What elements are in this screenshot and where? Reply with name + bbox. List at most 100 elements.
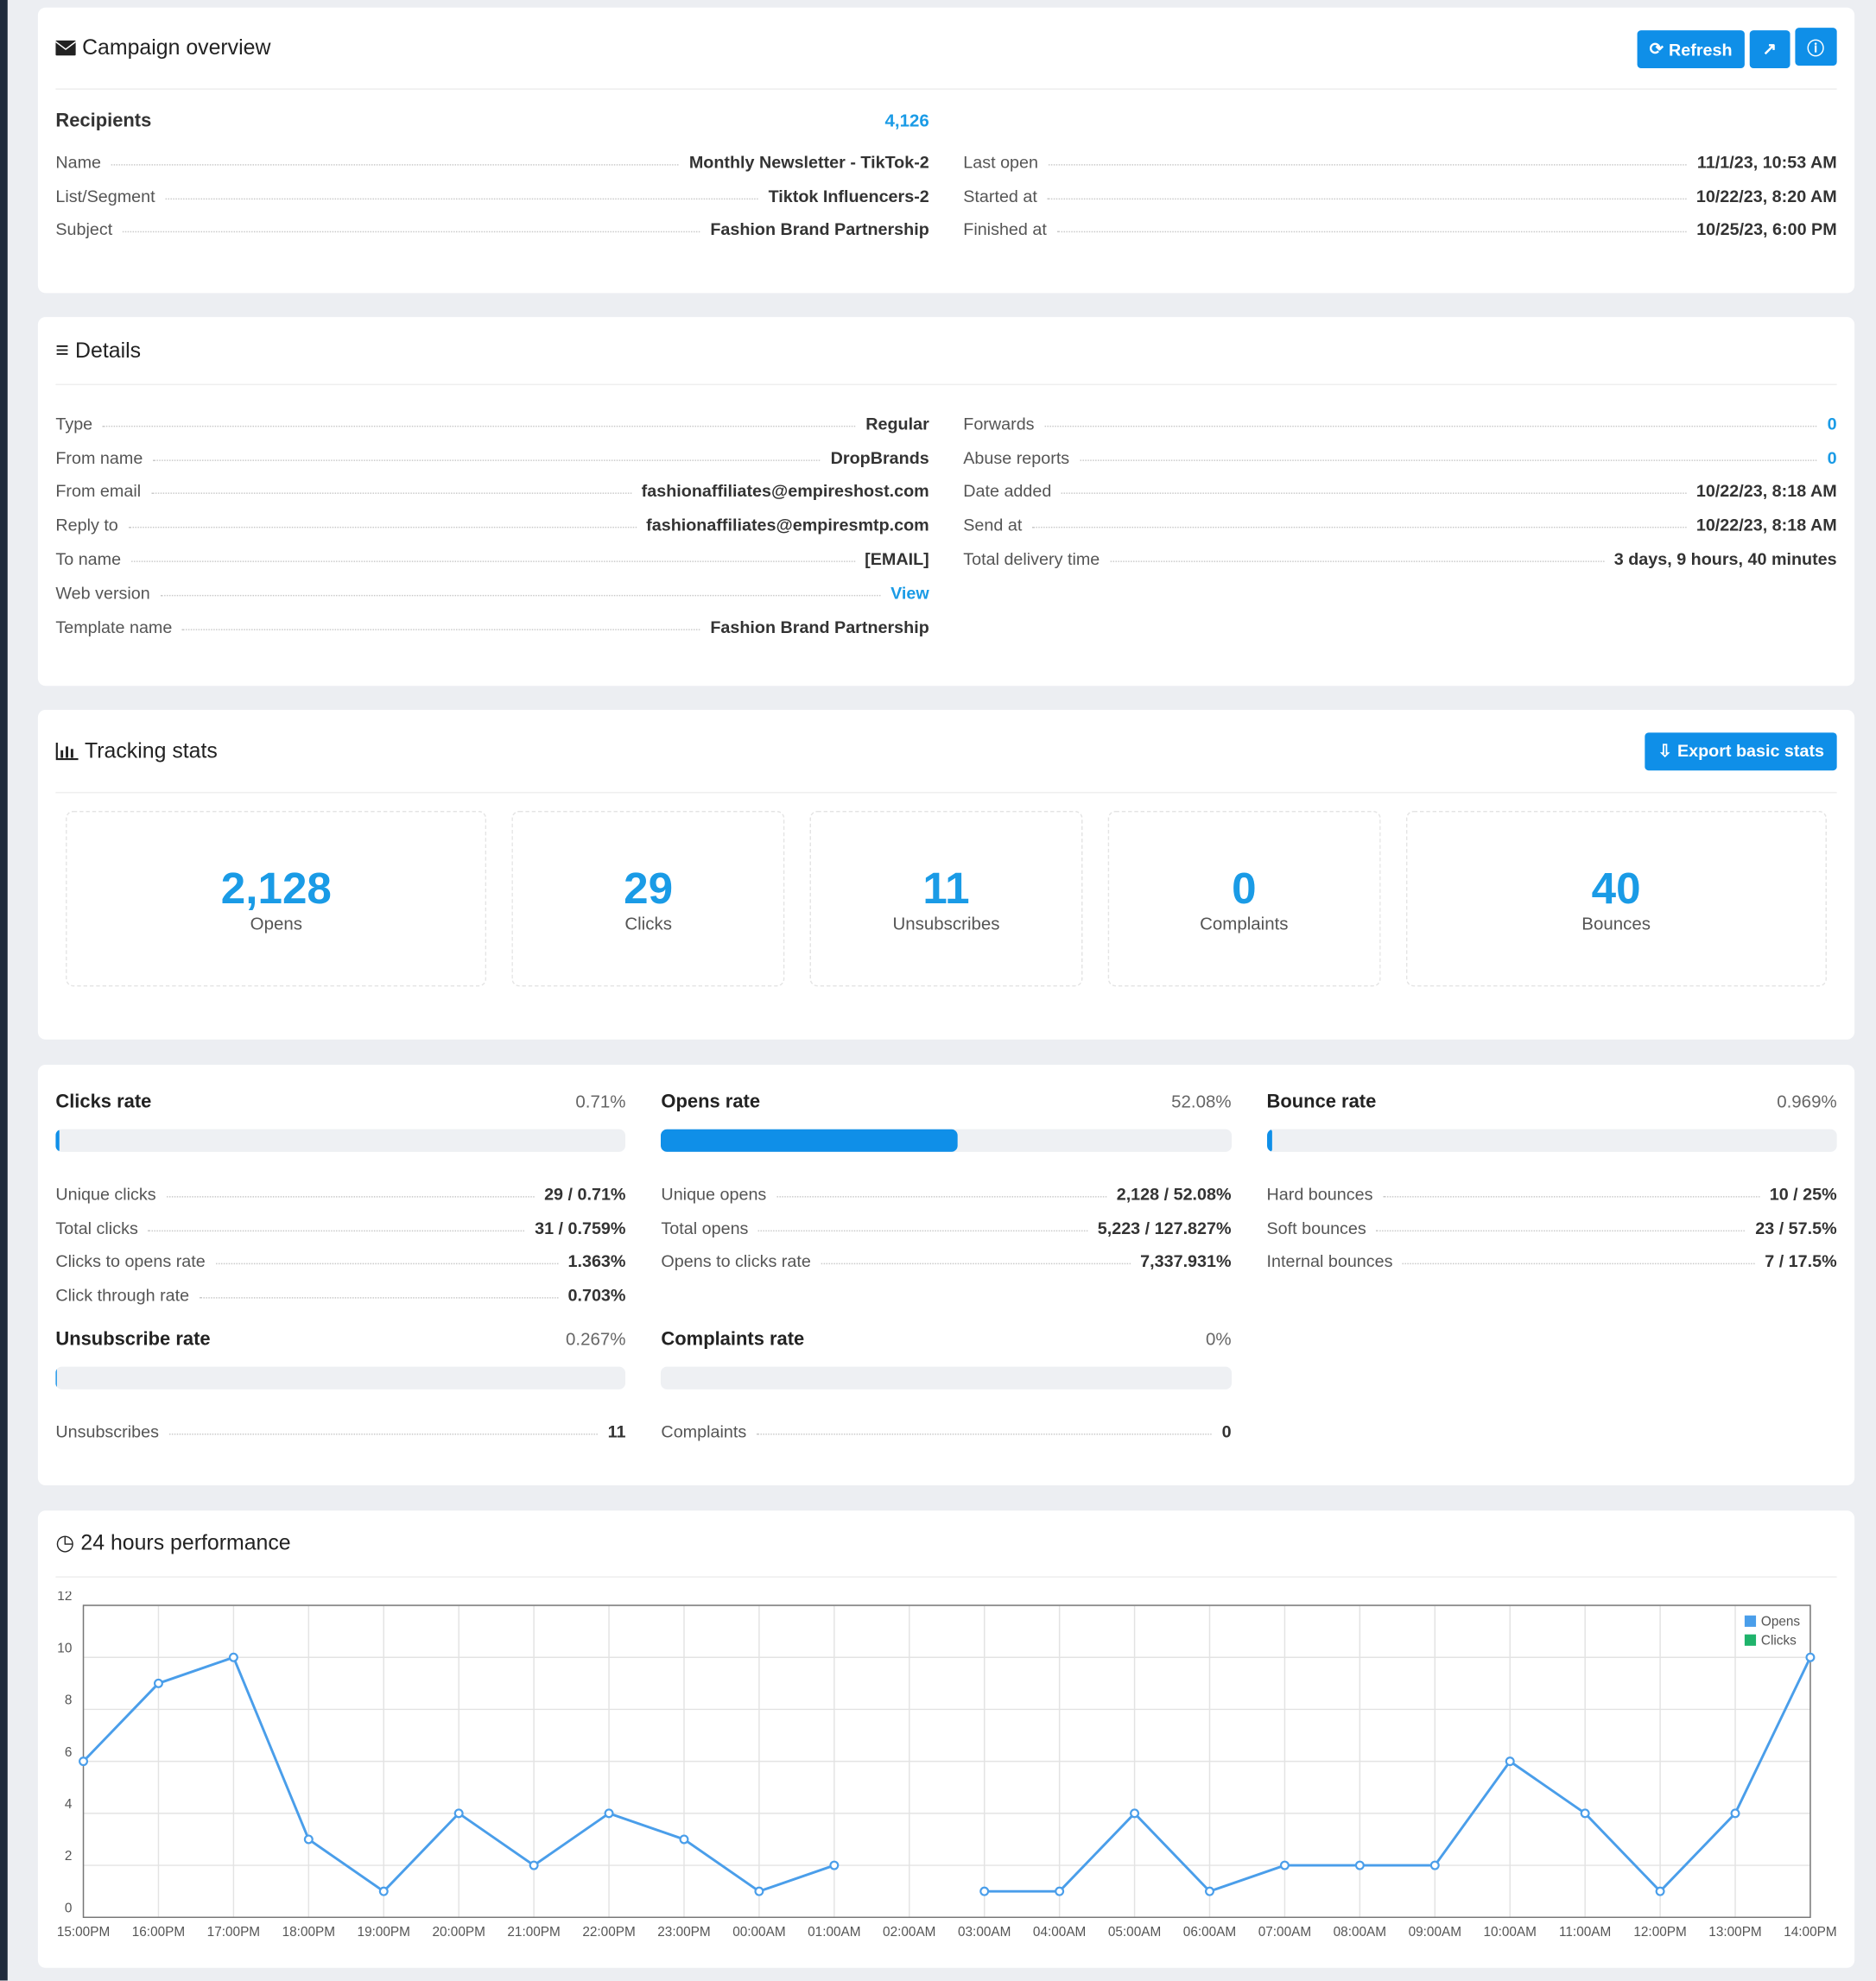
leader [1032,527,1687,528]
stat-label: Opens [250,912,303,934]
stat-number: 40 [1591,863,1641,913]
overview-header: Campaign overview ⟳ Refresh ↗ ⓘ [55,8,1837,90]
leader [122,231,700,233]
stat-label: Bounces [1581,912,1651,934]
performance-card: ◷ 24 hours performance 0 2 4 6 8 10 12 15:00PM 16… [37,1510,1855,1968]
data-point [529,1860,539,1870]
recipients-value: 4,126 [884,110,929,130]
rate-track [661,1366,1232,1390]
series-line [82,1655,1812,1894]
x-tick-label: 10:00AM [1484,1925,1537,1940]
leader [1056,231,1687,233]
row-label: Hard bounces [1266,1184,1373,1204]
data-point [453,1808,464,1819]
overview-left: Recipients 4,126 Name Monthly Newsletter -… [55,102,928,239]
leader [199,1297,558,1299]
y-tick-label: 6 [65,1745,73,1760]
x-tick-label: 00:00AM [732,1925,785,1940]
data-point [153,1678,163,1688]
export-button[interactable]: ⇩ Export basic stats [1645,731,1837,770]
info-row: Started at 10/22/23, 8:20 AM [963,172,1836,206]
leader [128,527,637,528]
export-label: Export basic stats [1676,741,1825,761]
clock-icon: ◷ [55,1530,75,1555]
row-label: From email [55,481,142,501]
row-value: Tiktok Influencers-2 [768,186,929,206]
leader [1383,1195,1760,1198]
leader [776,1195,1107,1198]
row-label: Finished at [963,220,1047,240]
row-label: Opens to clicks rate [661,1252,811,1271]
rate-title: Unsubscribe rate [55,1328,211,1351]
share-button[interactable]: ↗ [1750,30,1790,68]
rate-block: Bounce rate 0.969% Hard bounces 10 / 25% Sof… [1266,1082,1837,1305]
row-value: 2,128 / 52.08% [1116,1184,1232,1204]
x-tick-label: 02:00AM [883,1925,935,1940]
line-chart: 0 2 4 6 8 10 12 15:00PM 16:00PM 17:00PM 18:00PM 19:… [57,1592,1837,1940]
rate-header: Bounce rate 0.969% [1267,1082,1837,1120]
x-tick-label: 12:00PM [1633,1925,1686,1940]
rate-value: 0.71% [575,1091,626,1112]
info-row: Template name Fashion Brand Partnership [55,602,928,636]
stat-number: 29 [624,863,674,913]
rate-track [55,1129,626,1152]
data-point [754,1886,764,1896]
performance-header: ◷ 24 hours performance [55,1510,1837,1578]
row-value: DropBrands [830,447,929,467]
row-label: List/Segment [55,186,155,206]
data-point [604,1808,614,1819]
row-label: Template name [55,617,173,636]
stat-boxes: 2,128 Opens 29 Clicks 11 Unsubscribes 0 Complai… [55,794,1836,1004]
y-tick-label: 10 [57,1641,72,1655]
info-button[interactable]: ⓘ [1794,28,1837,66]
info-row: Internal bounces 7 / 17.5% [1267,1237,1837,1271]
rate-header: Clicks rate 0.71% [55,1082,625,1120]
x-tick-label: 11:00AM [1559,1925,1611,1940]
row-value: 0 [1827,447,1837,467]
leader [153,459,821,461]
legend-label: Clicks [1761,1633,1797,1648]
row-value: 10/25/23, 6:00 PM [1696,220,1837,240]
x-tick-label: 09:00AM [1409,1925,1461,1940]
row-label: Unique clicks [55,1184,156,1204]
data-point [1055,1886,1065,1896]
data-point [1354,1860,1365,1870]
row-label: To name [55,549,122,569]
row-label: Internal bounces [1266,1252,1393,1271]
tracking-title: Tracking stats [84,737,218,763]
legend-label: Opens [1761,1614,1801,1629]
data-point [679,1834,689,1845]
rate-value: 0% [1205,1328,1232,1350]
data-point [1805,1652,1816,1662]
row-value: 10 / 25% [1769,1184,1837,1204]
row-label: Reply to [55,516,118,535]
leader [166,1195,535,1198]
info-row: Unsubscribes 11 [55,1408,625,1441]
data-point [1205,1886,1214,1896]
x-tick-label: 18:00PM [282,1925,335,1940]
row-value: Regular [865,414,929,434]
data-point [1429,1860,1440,1870]
row-value: 0.703% [567,1286,626,1306]
info-row: Reply to fashionaffiliates@empiresmtp.com [55,501,928,535]
row-label: Web version [55,583,150,603]
row-label: Total clicks [55,1218,138,1237]
row-label: Total delivery time [963,549,1100,569]
link[interactable]: View [890,583,929,603]
info-row: Last open 11/1/23, 10:53 AM [963,137,1836,172]
row-value: Fashion Brand Partnership [710,220,929,240]
tracking-card: Tracking stats ⇩ Export basic stats 2,128… [37,709,1855,1040]
rate-title: Clicks rate [55,1090,152,1112]
rate-header: Complaints rate 0% [661,1320,1231,1358]
overview-right: Last open 11/1/23, 10:53 AM Started at 10/2… [963,102,1836,239]
info-row: Soft bounces 23 / 57.5% [1267,1204,1837,1237]
tracking-header: Tracking stats ⇩ Export basic stats [55,710,1837,794]
overview-title: Campaign overview [82,35,271,60]
rate-value: 52.08% [1171,1091,1232,1112]
stat-label: Complaints [1200,912,1289,934]
row-label: Clicks to opens rate [55,1252,206,1271]
info-row: Clicks to opens rate 1.363% [55,1237,625,1271]
sidebar-edge [0,0,8,1981]
rate-bar [661,1129,959,1152]
refresh-button[interactable]: ⟳ Refresh [1636,30,1746,68]
